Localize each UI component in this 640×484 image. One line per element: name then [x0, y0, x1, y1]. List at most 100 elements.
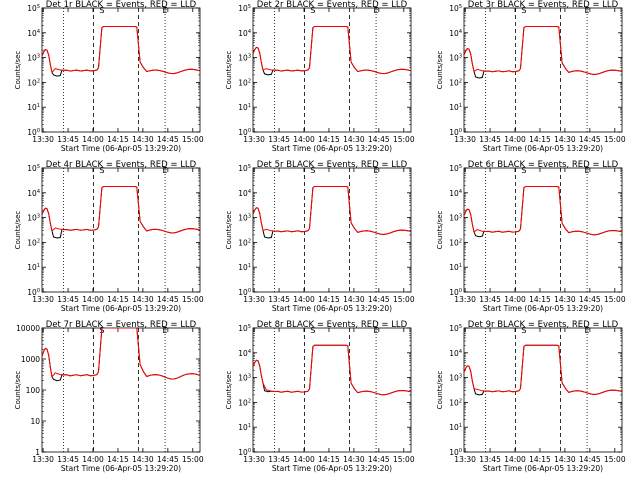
x-tick-label: 14:45 — [368, 455, 390, 464]
y-tick-label: 105 — [449, 164, 462, 173]
y-tick-label: 104 — [449, 29, 462, 38]
y-axis-label: Counts/sec — [14, 371, 22, 410]
x-tick-label: 15:00 — [604, 135, 626, 144]
annotation-mark-e: E — [374, 6, 379, 15]
y-tick-label: 100 — [238, 288, 251, 297]
panel-title: Det 5r BLACK = Events, RED = LLD — [257, 160, 408, 170]
x-tick-label: 15:00 — [182, 455, 204, 464]
series-line-events — [253, 186, 411, 239]
x-tick-label: 15:00 — [182, 295, 204, 304]
y-axis-label: Counts/sec — [436, 371, 444, 410]
annotation-mark-s: S — [99, 166, 104, 175]
y-tick-label: 103 — [238, 54, 251, 63]
x-tick-label: 13:30 — [454, 455, 476, 464]
x-tick-label: 14:00 — [504, 295, 526, 304]
y-tick-label: 103 — [238, 374, 251, 383]
series-line-lld — [464, 26, 622, 75]
x-tick-label: 14:15 — [529, 455, 551, 464]
y-tick-label: 101 — [238, 103, 251, 112]
x-tick-label: 14:30 — [554, 295, 576, 304]
x-tick-label: 14:45 — [368, 135, 390, 144]
x-tick-label: 14:45 — [579, 135, 601, 144]
y-tick-label: 102 — [238, 238, 251, 247]
y-tick-label: 1 — [35, 448, 40, 457]
y-tick-label: 104 — [238, 349, 251, 358]
x-tick-label: 13:30 — [32, 135, 54, 144]
x-axis-label: Start Time (06-Apr-05 13:29:20) — [272, 144, 392, 153]
x-tick-label: 13:45 — [479, 135, 501, 144]
series-line-events — [464, 26, 622, 79]
x-tick-label: 14:45 — [157, 135, 179, 144]
y-tick-label: 105 — [238, 324, 251, 333]
series-line-events — [464, 344, 622, 396]
plot-frame — [41, 327, 201, 453]
x-tick-label: 15:00 — [182, 135, 204, 144]
x-axis-label: Start Time (06-Apr-05 13:29:20) — [61, 464, 181, 473]
annotation-mark-s: S — [521, 166, 526, 175]
plot-frame — [463, 167, 623, 293]
y-axis-label: Counts/sec — [14, 51, 22, 90]
x-tick-label: 14:00 — [504, 135, 526, 144]
y-tick-label: 105 — [449, 324, 462, 333]
x-tick-label: 13:45 — [57, 295, 79, 304]
y-tick-label: 10 — [30, 417, 40, 426]
annotation-mark-e: E — [585, 6, 590, 15]
annotation-mark-e: E — [163, 166, 168, 175]
y-tick-label: 102 — [449, 238, 462, 247]
series-line-lld — [464, 186, 622, 236]
y-tick-label: 102 — [449, 398, 462, 407]
x-tick-label: 15:00 — [393, 295, 415, 304]
y-tick-label: 1000 — [21, 355, 40, 364]
x-tick-label: 13:45 — [268, 295, 290, 304]
y-tick-label: 105 — [27, 4, 40, 13]
annotation-mark-s: S — [521, 326, 526, 335]
series-line-events — [253, 26, 411, 76]
plot-frame — [41, 7, 201, 133]
x-tick-label: 13:30 — [243, 455, 265, 464]
y-axis-label: Counts/sec — [225, 211, 233, 250]
panel-title: Det 2r BLACK = Events, RED = LLD — [257, 0, 408, 10]
y-tick-label: 102 — [27, 238, 40, 247]
series-line-lld — [253, 26, 411, 75]
y-tick-label: 100 — [238, 128, 251, 137]
x-axis-label: Start Time (06-Apr-05 13:29:20) — [272, 464, 392, 473]
x-axis-label: Start Time (06-Apr-05 13:29:20) — [272, 304, 392, 313]
y-tick-label: 100 — [26, 386, 41, 395]
y-tick-label: 102 — [238, 398, 251, 407]
y-tick-label: 101 — [27, 103, 40, 112]
x-tick-label: 13:30 — [243, 135, 265, 144]
y-tick-label: 100 — [238, 448, 251, 457]
y-tick-label: 105 — [238, 164, 251, 173]
x-tick-label: 13:45 — [268, 455, 290, 464]
x-tick-label: 13:30 — [243, 295, 265, 304]
x-tick-label: 15:00 — [393, 135, 415, 144]
series-line-lld — [253, 186, 411, 235]
y-tick-label: 103 — [449, 54, 462, 63]
y-axis-label: Counts/sec — [14, 211, 22, 250]
y-tick-label: 100 — [27, 128, 40, 137]
x-tick-label: 13:45 — [268, 135, 290, 144]
annotation-mark-s: S — [310, 166, 315, 175]
plot-frame — [252, 167, 412, 293]
x-tick-label: 14:00 — [293, 295, 315, 304]
x-tick-label: 14:15 — [107, 135, 129, 144]
y-tick-label: 105 — [238, 4, 251, 13]
series-line-events — [42, 186, 200, 239]
y-tick-label: 101 — [238, 263, 251, 272]
series-line-lld — [253, 344, 411, 396]
x-tick-label: 14:30 — [343, 455, 365, 464]
y-tick-label: 100 — [449, 448, 462, 457]
x-axis-label: Start Time (06-Apr-05 13:29:20) — [61, 304, 181, 313]
annotation-mark-s: S — [310, 326, 315, 335]
y-tick-label: 101 — [27, 263, 40, 272]
x-tick-label: 13:30 — [454, 135, 476, 144]
x-tick-label: 13:30 — [32, 295, 54, 304]
x-tick-label: 14:00 — [82, 455, 104, 464]
x-tick-label: 14:00 — [504, 455, 526, 464]
y-tick-label: 103 — [27, 214, 40, 223]
x-tick-label: 13:45 — [479, 295, 501, 304]
x-tick-label: 14:30 — [554, 455, 576, 464]
